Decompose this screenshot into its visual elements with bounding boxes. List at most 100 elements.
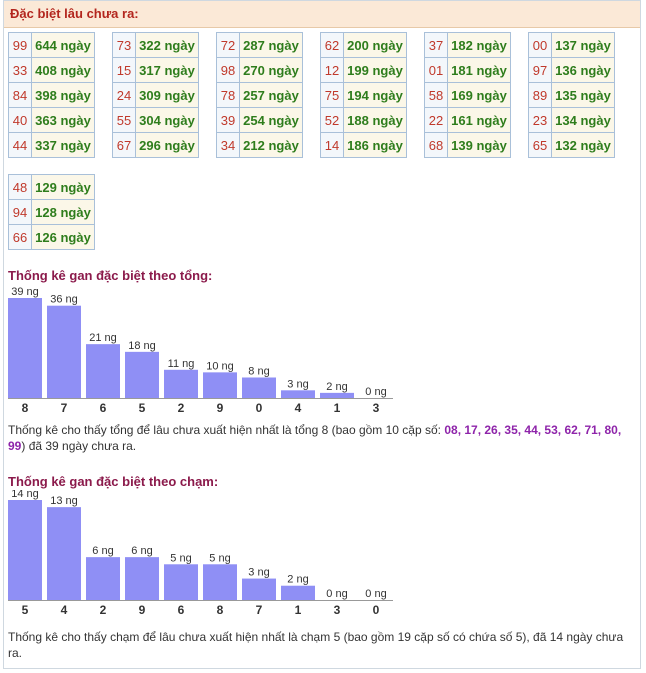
gan-number: 99	[8, 32, 32, 58]
gan-number: 14	[320, 132, 344, 158]
gan-number: 52	[320, 107, 344, 133]
gan-days: 126 ngày	[31, 224, 95, 250]
gan-row: 00 137 ngày	[528, 32, 615, 58]
gan-days: 132 ngày	[551, 132, 615, 158]
gan-days: 139 ngày	[447, 132, 511, 158]
gan-row: 58 169 ngày	[424, 82, 511, 108]
gan-days: 134 ngày	[551, 107, 615, 133]
gan-days: 408 ngày	[31, 57, 95, 83]
gan-days: 194 ngày	[343, 82, 407, 108]
gan-group-6: 00 137 ngày 97 136 ngày 89 135 ngày 23 134 ngày…	[528, 32, 615, 158]
gan-number: 24	[112, 82, 136, 108]
gan-row: 72 287 ngày	[216, 32, 303, 58]
bar-value-label: 3 ng	[287, 378, 308, 390]
gan-days: 182 ngày	[447, 32, 511, 58]
bar-value-label: 21 ng	[89, 332, 117, 344]
gan-group-2: 73 322 ngày 15 317 ngày 24 309 ngày 55 304 ngày…	[112, 32, 199, 158]
gan-row: 15 317 ngày	[112, 57, 199, 83]
gan-days: 322 ngày	[135, 32, 199, 58]
bar	[8, 500, 42, 600]
category-label: 1	[295, 603, 302, 617]
bar-value-label: 6 ng	[131, 545, 152, 557]
gan-days: 212 ngày	[239, 132, 303, 158]
gan-number: 40	[8, 107, 32, 133]
gan-days: 200 ngày	[343, 32, 407, 58]
gan-number: 22	[424, 107, 448, 133]
bar-value-label: 10 ng	[206, 360, 234, 372]
gan-row: 39 254 ngày	[216, 107, 303, 133]
bar	[242, 377, 276, 398]
category-label: 2	[178, 401, 185, 415]
gan-row: 94 128 ngày	[8, 199, 95, 225]
gan-number: 39	[216, 107, 240, 133]
gan-row: 65 132 ngày	[528, 132, 615, 158]
gan-row: 67 296 ngày	[112, 132, 199, 158]
bar-value-label: 6 ng	[92, 545, 113, 557]
gan-row: 52 188 ngày	[320, 107, 407, 133]
gan-number: 12	[320, 57, 344, 83]
gan-days: 398 ngày	[31, 82, 95, 108]
category-label: 9	[139, 603, 146, 617]
gan-number: 98	[216, 57, 240, 83]
bar	[242, 578, 276, 600]
bar	[203, 564, 237, 600]
gan-number: 84	[8, 82, 32, 108]
gan-days: 136 ngày	[551, 57, 615, 83]
bar-value-label: 11 ng	[168, 358, 195, 370]
bar	[281, 585, 315, 600]
gan-row: 40 363 ngày	[8, 107, 95, 133]
gan-row: 84 398 ngày	[8, 82, 95, 108]
bar	[164, 369, 198, 398]
bar	[164, 564, 198, 600]
gan-days: 188 ngày	[343, 107, 407, 133]
gan-row: 68 139 ngày	[424, 132, 511, 158]
bar-value-label: 0 ng	[326, 588, 347, 600]
category-label: 3	[373, 401, 380, 415]
gan-days: 644 ngày	[31, 32, 95, 58]
gan-number: 78	[216, 82, 240, 108]
category-label: 4	[295, 401, 302, 415]
bar	[8, 298, 42, 398]
gan-row: 01 181 ngày	[424, 57, 511, 83]
gan-group-7: 48 129 ngày 94 128 ngày 66 126 ngày	[8, 174, 95, 250]
bar-value-label: 8 ng	[248, 365, 269, 377]
gan-number: 55	[112, 107, 136, 133]
bar-value-label: 14 ng	[11, 490, 39, 500]
gan-row: 23 134 ngày	[528, 107, 615, 133]
bar-value-label: 2 ng	[287, 574, 308, 586]
bar	[125, 351, 159, 398]
bar-value-label: 18 ng	[128, 340, 156, 352]
bar-value-label: 5 ng	[209, 552, 230, 564]
panel-header: Đặc biệt lâu chưa ra:	[4, 1, 640, 28]
gan-number: 00	[528, 32, 552, 58]
gan-number: 68	[424, 132, 448, 158]
bar-value-label: 5 ng	[170, 552, 191, 564]
gan-days: 135 ngày	[551, 82, 615, 108]
gan-row: 78 257 ngày	[216, 82, 303, 108]
gan-row: 99 644 ngày	[8, 32, 95, 58]
gan-days: 129 ngày	[31, 174, 95, 200]
gan-group-3: 72 287 ngày 98 270 ngày 78 257 ngày 39 254 ngày…	[216, 32, 303, 158]
bar	[47, 507, 81, 600]
sum-chart-note: Thống kê cho thấy tổng để lâu chưa xuất …	[8, 422, 633, 454]
gan-days: 254 ngày	[239, 107, 303, 133]
gan-number: 33	[8, 57, 32, 83]
bar	[47, 305, 81, 398]
sum-note-prefix: Thống kê cho thấy tổng để lâu chưa xuất …	[8, 423, 441, 437]
category-label: 5	[22, 603, 29, 617]
gan-group-1: 99 644 ngày 33 408 ngày 84 398 ngày 40 363 ngày…	[8, 32, 95, 158]
gan-days: 137 ngày	[551, 32, 615, 58]
bar-value-label: 13 ng	[50, 495, 78, 507]
category-label: 3	[334, 603, 341, 617]
gan-row: 62 200 ngày	[320, 32, 407, 58]
gan-row: 24 309 ngày	[112, 82, 199, 108]
gan-days: 128 ngày	[31, 199, 95, 225]
gan-days: 304 ngày	[135, 107, 199, 133]
gan-number: 01	[424, 57, 448, 83]
bar	[203, 372, 237, 398]
gan-row: 98 270 ngày	[216, 57, 303, 83]
gan-days: 270 ngày	[239, 57, 303, 83]
category-label: 9	[217, 401, 224, 415]
bar-value-label: 39 ng	[11, 286, 39, 298]
gan-days: 287 ngày	[239, 32, 303, 58]
